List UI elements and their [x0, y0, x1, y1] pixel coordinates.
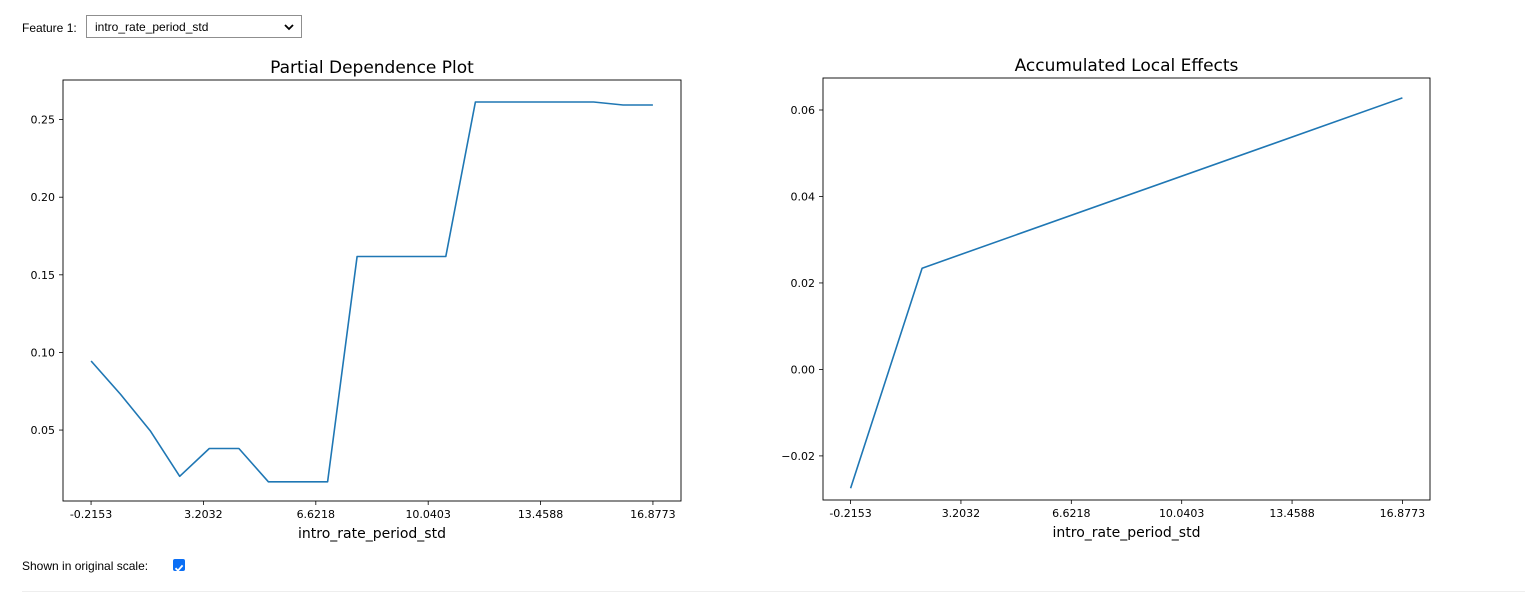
chart-title: Partial Dependence Plot — [270, 58, 474, 78]
chart-title: Accumulated Local Effects — [1015, 56, 1239, 76]
x-tick-label: 6.6218 — [1052, 507, 1091, 520]
check-icon — [174, 564, 184, 572]
x-tick-label: -0.2153 — [70, 508, 112, 521]
y-tick-label: −0.02 — [781, 450, 815, 463]
y-tick-label: 0.15 — [31, 269, 56, 282]
y-tick-label: 0.10 — [31, 346, 56, 359]
y-tick-label: 0.02 — [791, 277, 816, 290]
x-tick-label: 6.6218 — [297, 508, 336, 521]
ale-chart: Accumulated Local Effects -0.2153 3.2032 6.… — [781, 56, 1431, 541]
x-tick-label: 3.2032 — [184, 508, 223, 521]
y-tick-label: 0.04 — [791, 190, 816, 203]
x-tick-label: 13.4588 — [518, 508, 564, 521]
x-tick-label: 13.4588 — [1269, 507, 1315, 520]
x-axis-label: intro_rate_period_std — [298, 526, 446, 542]
chevron-down-icon — [284, 24, 294, 31]
y-tick-label: 0.00 — [791, 363, 816, 376]
feature-label: Feature 1: — [22, 21, 77, 35]
plot-frame — [822, 77, 1431, 501]
x-tick-label: 3.2032 — [942, 507, 981, 520]
x-tick-label: 10.0403 — [1159, 507, 1205, 520]
series-line — [90, 101, 653, 483]
plot-frame — [62, 79, 682, 502]
feature-select-value: intro_rate_period_std — [95, 20, 209, 34]
x-tick-label: 16.8773 — [1380, 507, 1426, 520]
feature-select[interactable]: intro_rate_period_std — [86, 15, 302, 38]
y-tick-label: 0.25 — [31, 114, 56, 127]
y-tick-label: 0.06 — [791, 104, 816, 117]
original-scale-checkbox[interactable] — [173, 559, 185, 572]
y-tick-label: 0.05 — [31, 424, 56, 437]
x-tick-label: -0.2153 — [829, 507, 871, 520]
x-axis-label: intro_rate_period_std — [1053, 525, 1201, 541]
x-tick-label: 16.8773 — [630, 508, 676, 521]
y-tick-label: 0.20 — [31, 191, 56, 204]
scale-label: Shown in original scale: — [22, 559, 149, 573]
series-line — [849, 97, 1403, 489]
pdp-chart: Partial Dependence Plot -0.2153 3.2032 6.62… — [31, 58, 682, 542]
x-tick-label: 10.0403 — [405, 508, 451, 521]
divider — [22, 591, 1525, 592]
